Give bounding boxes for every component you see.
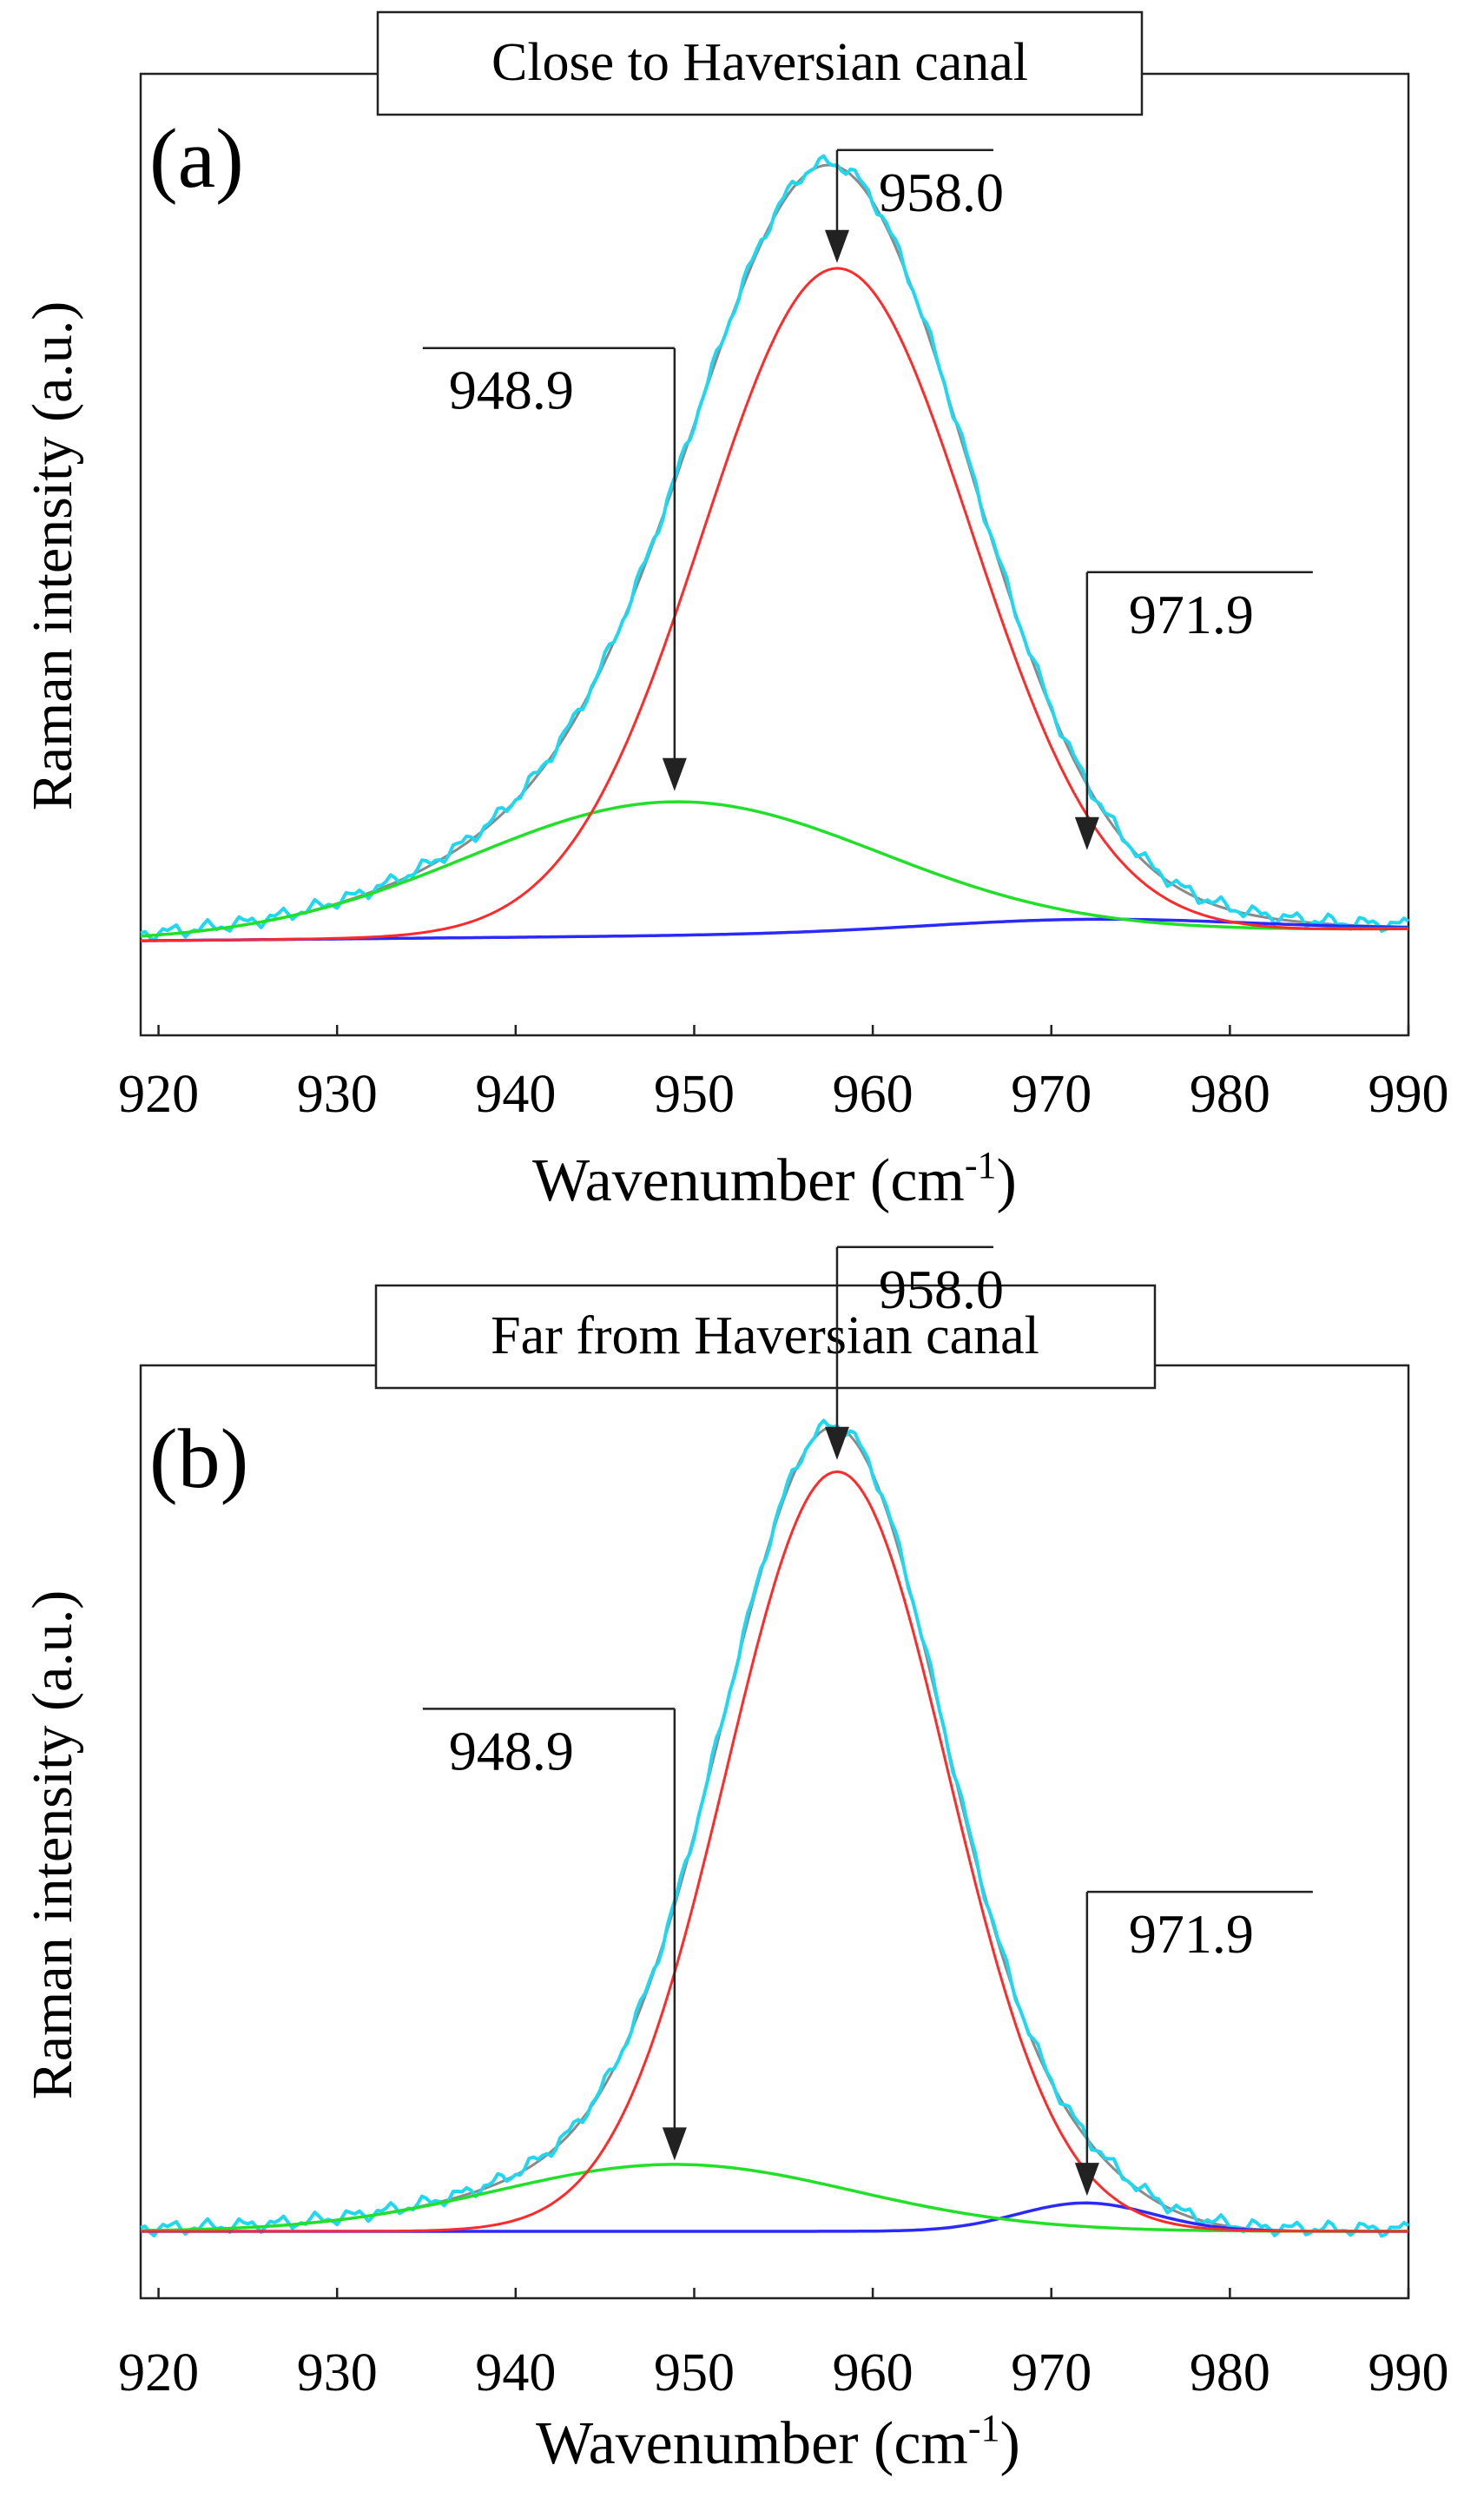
panel-a-x-tick-label: 950 xyxy=(654,1065,735,1124)
panel-a-x-axis-label-sup: -1 xyxy=(965,1144,997,1186)
panel-b-peak-label: 948.9 xyxy=(449,1720,574,1781)
panel-a-peak-annotation: 971.9 xyxy=(1074,571,1313,850)
panel-b-plot-frame xyxy=(139,1364,1410,2300)
panel-b-peak-label: 971.9 xyxy=(1129,1903,1254,1965)
panel-b-series-band-958-0 xyxy=(141,1470,1408,2233)
panel-a-arrow-head xyxy=(824,229,849,263)
panel-b-x-axis-label: Wavenumber (cm-1) xyxy=(536,2407,1020,2477)
panel-b-y-axis-label: Raman intensity (a.u.) xyxy=(21,1590,84,2100)
panel-b-series-band-948-9 xyxy=(140,2163,1408,2233)
panel-b-x-tick-label: 970 xyxy=(1011,2343,1092,2402)
panel-a-x-tick-label: 980 xyxy=(1190,1065,1270,1124)
panel-a-peak-annotation: 958.0 xyxy=(824,149,1004,263)
panel-a-x-tick-label: 920 xyxy=(118,1065,199,1124)
panel-b-x-axis-label-main: Wavenumber (cm xyxy=(536,2410,968,2477)
panel-a-annotations: 958.0 948.9 971.9 xyxy=(422,149,1313,850)
panel-b-title: Far from Haversian canal xyxy=(491,1306,1039,1365)
panel-a-series-measured-spectrum xyxy=(140,154,1410,942)
panel-a-series-cumulative-fit xyxy=(140,163,1409,938)
panel-b: Far from Haversian canal (b) Raman inten… xyxy=(21,1246,1449,2477)
panel-b-peak-label: 958.0 xyxy=(879,1259,1004,1320)
panel-b-x-tick-label: 990 xyxy=(1369,2343,1449,2402)
panel-b-x-tick-label: 920 xyxy=(118,2343,199,2402)
panel-a: Close to Haversian canal (a) Raman inten… xyxy=(21,10,1449,1214)
panel-b-title-box xyxy=(374,1284,1157,1390)
panel-a-x-tick-label: 960 xyxy=(833,1065,913,1124)
panel-b-series-measured-spectrum xyxy=(140,1418,1410,2238)
panel-b-x-tick-label: 950 xyxy=(654,2343,735,2402)
panel-a-series xyxy=(140,154,1410,942)
panel-b-series xyxy=(140,1418,1410,2238)
panel-b-x-tick-label: 940 xyxy=(475,2343,556,2402)
panel-a-x-tick-label: 990 xyxy=(1369,1065,1449,1124)
panel-a-y-axis-label: Raman intensity (a.u.) xyxy=(21,301,84,811)
panel-a-x-tick-label: 940 xyxy=(475,1065,556,1124)
panel-a-title-box xyxy=(376,10,1144,116)
panel-a-x-axis-label-close: ) xyxy=(997,1147,1017,1214)
panel-a-series-band-948-9 xyxy=(140,800,1409,938)
panel-b-x-tick-label: 980 xyxy=(1190,2343,1270,2402)
panel-a-title: Close to Haversian canal xyxy=(491,33,1028,92)
panel-a-peak-annotation: 948.9 xyxy=(422,347,687,791)
panel-b-x-tick-label: 960 xyxy=(833,2343,913,2402)
panel-b-x-ticks: 920 930 940 950 960 970 980 990 xyxy=(118,2288,1449,2402)
panel-b-annotations: 958.0 948.9 971.9 xyxy=(422,1246,1313,2197)
panel-a-x-tick-label: 970 xyxy=(1011,1065,1092,1124)
panel-a-x-ticks: 920 930 940 950 960 970 980 990 xyxy=(118,1025,1449,1124)
panel-a-x-axis-label-main: Wavenumber (cm xyxy=(532,1147,965,1214)
panel-a-peak-label: 948.9 xyxy=(449,360,574,421)
panel-a-arrow-head xyxy=(662,757,687,791)
panel-b-peak-annotation: 971.9 xyxy=(1074,1890,1313,2197)
panel-a-peak-label: 958.0 xyxy=(879,162,1004,223)
panel-a-peak-label: 971.9 xyxy=(1129,584,1254,645)
panel-b-series-cumulative-fit xyxy=(140,1425,1408,2233)
panel-b-x-axis-label-close: ) xyxy=(1000,2410,1020,2477)
panel-b-peak-annotation: 958.0 xyxy=(824,1246,1004,1460)
panel-b-peak-annotation: 948.9 xyxy=(422,1708,687,2161)
panel-b-arrow-head xyxy=(824,1426,849,1460)
panel-b-x-tick-label: 930 xyxy=(297,2343,378,2402)
panel-b-arrow-head xyxy=(1074,2163,1099,2197)
panel-a-arrow-head xyxy=(1074,816,1099,850)
panel-b-label: (b) xyxy=(149,1412,248,1506)
panel-a-x-tick-label: 930 xyxy=(297,1065,378,1124)
panel-a-label: (a) xyxy=(149,112,244,206)
panel-b-arrow-head xyxy=(662,2127,687,2161)
panel-a-x-axis-label: Wavenumber (cm-1) xyxy=(532,1144,1017,1214)
panel-b-x-axis-label-sup: -1 xyxy=(968,2407,1000,2449)
panel-a-series-band-958-0 xyxy=(141,267,1409,942)
